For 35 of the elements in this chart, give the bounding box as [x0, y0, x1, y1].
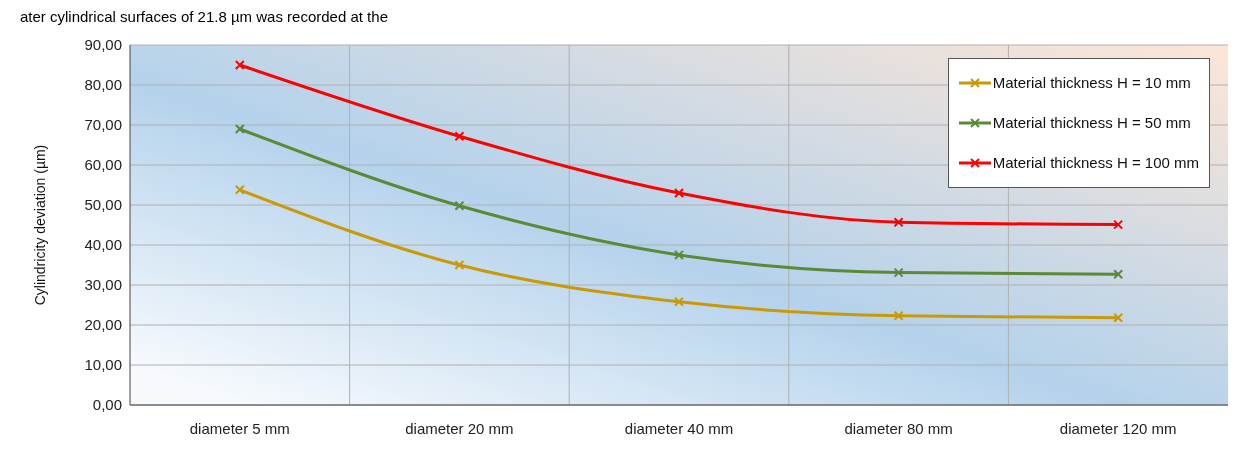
x-tick-label: diameter 20 mm — [405, 419, 514, 437]
y-tick-label: 10,00 — [84, 356, 122, 374]
y-tick-label: 60,00 — [84, 156, 122, 174]
x-tick-label: diameter 80 mm — [844, 419, 953, 437]
y-tick-label: 30,00 — [84, 276, 122, 294]
text: ater cylindrical surfaces of 21.8 µm was recorded at the — [20, 8, 389, 25]
point — [454, 131, 465, 142]
legend-label: Material thickness H = 10 mm — [992, 73, 1191, 93]
point — [1113, 219, 1124, 230]
legend-label: Material thickness H = 100 mm — [992, 153, 1199, 173]
point — [234, 60, 245, 70]
x-tick-label: diameter 5 mm — [189, 419, 290, 437]
y-tick-label: 0,00 — [92, 396, 122, 414]
point — [893, 310, 904, 321]
point — [893, 267, 904, 278]
point — [674, 188, 684, 198]
point — [234, 124, 245, 134]
point — [454, 200, 465, 211]
point — [454, 260, 465, 270]
point — [674, 296, 684, 307]
y-tick-label: 50,00 — [84, 196, 122, 214]
y-axis-title: Cylindricity deviation (µm) — [31, 144, 48, 306]
x-tick-label: diameter 40 mm — [624, 419, 734, 437]
y-tick-label: 20,00 — [84, 316, 122, 334]
y-tick-label: 90,00 — [84, 36, 122, 54]
x-tick-label: diameter 120 mm — [1059, 419, 1177, 437]
point — [1113, 269, 1124, 280]
point — [1113, 312, 1124, 323]
y-tick-label: 80,00 — [84, 76, 122, 94]
point — [234, 184, 245, 195]
y-tick-label: 70,00 — [84, 116, 122, 134]
legend-label: Material thickness H = 50 mm — [992, 113, 1191, 133]
point — [674, 250, 684, 260]
y-tick-label: 40,00 — [84, 236, 122, 254]
point — [893, 217, 904, 228]
